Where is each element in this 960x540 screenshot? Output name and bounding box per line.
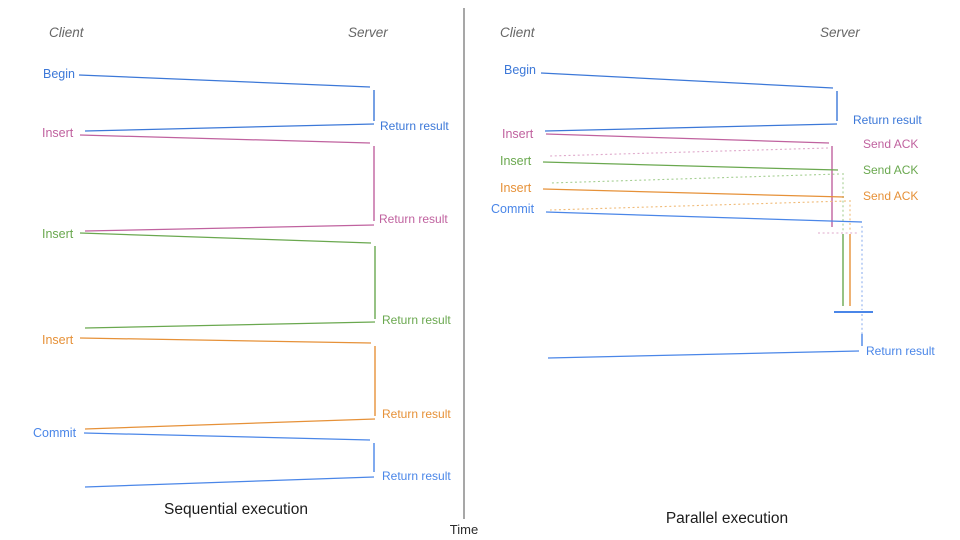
par-send-ack-1: Send ACK	[863, 137, 919, 151]
seq-return-result-2: Return result	[379, 212, 448, 226]
par-return-result-final: Return result	[866, 344, 935, 358]
par-insert-1-label: Insert	[502, 127, 534, 141]
seq-commit-label: Commit	[33, 426, 77, 440]
seq-return-result-5: Return result	[382, 469, 451, 483]
seq-return-result-1: Return result	[380, 119, 449, 133]
seq-begin-flow	[78, 74, 375, 132]
par-insert1-flow	[545, 133, 859, 234]
par-commit-label: Commit	[491, 202, 535, 216]
par-insert2-flow	[542, 161, 844, 306]
seq-insert1-flow	[79, 134, 375, 232]
seq-insert-1-label: Insert	[42, 126, 74, 140]
seq-client-header: Client	[49, 25, 84, 40]
par-send-ack-3: Send ACK	[863, 189, 919, 203]
sequential-title: Sequential execution	[164, 501, 308, 518]
par-commit-flow	[545, 211, 873, 359]
seq-insert-2-label: Insert	[42, 227, 74, 241]
par-send-ack-2: Send ACK	[863, 163, 919, 177]
par-begin-flow	[540, 72, 838, 132]
seq-return-result-4: Return result	[382, 407, 451, 421]
par-return-result-1: Return result	[853, 113, 922, 127]
par-insert3-flow	[542, 188, 851, 306]
seq-return-result-3: Return result	[382, 313, 451, 327]
par-insert-2-label: Insert	[500, 154, 532, 168]
seq-insert3-flow	[79, 337, 376, 430]
seq-server-header: Server	[348, 25, 388, 40]
par-server-header: Server	[820, 25, 860, 40]
parallel-title: Parallel execution	[665, 510, 789, 527]
seq-begin-label: Begin	[43, 67, 75, 81]
seq-insert-3-label: Insert	[42, 333, 74, 347]
par-begin-label: Begin	[504, 63, 536, 77]
par-client-header: Client	[500, 25, 535, 40]
seq-commit-flow	[83, 432, 375, 488]
time-axis-label: Time	[449, 522, 479, 537]
par-insert-3-label: Insert	[500, 181, 532, 195]
seq-insert2-flow	[79, 232, 376, 329]
